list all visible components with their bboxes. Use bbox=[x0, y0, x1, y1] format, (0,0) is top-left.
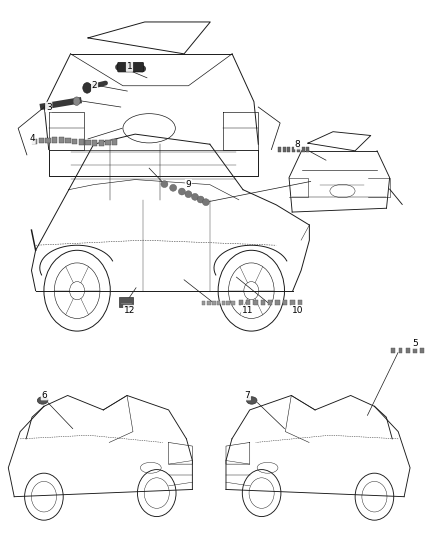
Text: 1: 1 bbox=[127, 62, 132, 71]
Bar bbox=[201, 301, 205, 305]
Text: 7: 7 bbox=[244, 391, 250, 400]
Bar bbox=[420, 349, 424, 353]
Bar bbox=[276, 300, 280, 305]
Ellipse shape bbox=[202, 199, 209, 206]
Bar bbox=[46, 138, 51, 143]
Ellipse shape bbox=[247, 397, 257, 404]
Text: 9: 9 bbox=[186, 180, 191, 189]
Bar bbox=[283, 147, 286, 152]
Bar bbox=[52, 138, 57, 143]
Ellipse shape bbox=[37, 397, 48, 404]
Text: 11: 11 bbox=[242, 305, 253, 314]
Bar bbox=[85, 140, 91, 146]
Bar bbox=[222, 301, 225, 305]
Bar bbox=[392, 349, 396, 353]
Bar bbox=[406, 349, 410, 353]
Bar bbox=[112, 139, 117, 144]
Bar bbox=[268, 300, 272, 305]
Bar bbox=[261, 300, 265, 305]
Bar bbox=[297, 147, 300, 152]
Bar bbox=[72, 139, 78, 144]
Bar bbox=[254, 300, 258, 305]
Text: 3: 3 bbox=[46, 102, 52, 111]
Bar bbox=[207, 301, 211, 305]
Circle shape bbox=[73, 97, 80, 106]
Bar bbox=[106, 140, 111, 146]
Bar bbox=[32, 139, 37, 144]
Bar bbox=[292, 147, 295, 152]
Bar bbox=[231, 301, 235, 305]
Ellipse shape bbox=[185, 191, 192, 198]
Text: 5: 5 bbox=[413, 339, 418, 348]
Bar bbox=[65, 138, 71, 143]
Text: 10: 10 bbox=[292, 305, 304, 314]
Text: 12: 12 bbox=[124, 305, 135, 314]
Text: 6: 6 bbox=[42, 391, 47, 400]
Circle shape bbox=[83, 83, 92, 93]
Bar bbox=[59, 138, 64, 143]
Bar bbox=[212, 301, 215, 305]
FancyBboxPatch shape bbox=[118, 62, 144, 72]
Text: 2: 2 bbox=[92, 81, 97, 90]
Bar bbox=[226, 301, 230, 305]
Bar bbox=[99, 140, 104, 146]
Bar bbox=[302, 147, 305, 152]
Bar bbox=[39, 138, 44, 143]
Ellipse shape bbox=[178, 188, 185, 195]
Bar bbox=[79, 140, 84, 145]
Bar bbox=[283, 300, 287, 305]
Bar bbox=[92, 141, 97, 146]
Ellipse shape bbox=[170, 184, 177, 191]
Text: 4: 4 bbox=[29, 134, 35, 143]
Bar bbox=[290, 300, 295, 305]
Bar bbox=[246, 300, 251, 305]
Bar bbox=[217, 301, 220, 305]
Bar bbox=[306, 147, 309, 152]
Text: 8: 8 bbox=[295, 140, 300, 149]
Ellipse shape bbox=[197, 196, 204, 203]
Bar bbox=[287, 147, 290, 152]
Ellipse shape bbox=[161, 181, 168, 188]
Bar bbox=[239, 300, 243, 305]
Bar bbox=[413, 349, 417, 353]
Bar bbox=[119, 297, 133, 307]
Ellipse shape bbox=[191, 193, 198, 200]
Bar bbox=[297, 300, 302, 305]
Bar bbox=[278, 147, 281, 152]
Bar bbox=[399, 349, 403, 353]
